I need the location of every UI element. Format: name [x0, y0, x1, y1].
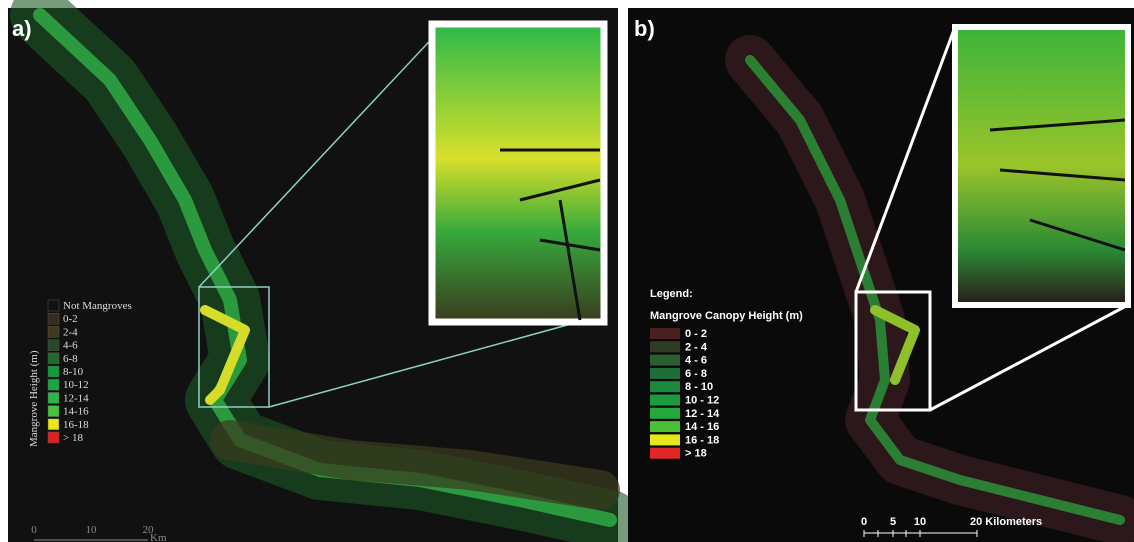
legend-label: 4-6 — [63, 340, 78, 352]
legend-swatch — [650, 355, 680, 366]
legend-label: 8-10 — [63, 366, 84, 378]
legend-swatch — [650, 395, 680, 406]
inset-map — [955, 27, 1128, 305]
legend-label: 12-14 — [63, 392, 89, 404]
panel-label: b) — [634, 16, 655, 41]
legend-swatch — [48, 313, 59, 324]
legend-swatch — [48, 366, 59, 377]
legend-swatch — [48, 353, 59, 364]
scale-label: 20 Kilometers — [970, 516, 1042, 528]
legend-swatch — [48, 326, 59, 337]
legend-label: 6 - 8 — [685, 368, 707, 380]
legend-swatch — [48, 392, 59, 403]
legend-heading: Legend: — [650, 288, 693, 300]
scale-label: 10 — [86, 524, 98, 536]
legend-label: 10-12 — [63, 379, 89, 391]
legend-swatch — [48, 406, 59, 417]
legend-title: Mangrove Height (m) — [28, 350, 40, 447]
legend-label: 14-16 — [63, 406, 89, 418]
panel-label: a) — [12, 16, 32, 41]
legend-label: 0 - 2 — [685, 328, 707, 340]
legend-label: > 18 — [63, 432, 83, 444]
legend-label: 6-8 — [63, 353, 78, 365]
legend-swatch — [48, 419, 59, 430]
legend-swatch — [48, 432, 59, 443]
legend-swatch — [48, 379, 59, 390]
legend-swatch — [650, 448, 680, 459]
legend-swatch — [650, 421, 680, 432]
legend-label: 2-4 — [63, 326, 78, 338]
legend-label: 10 - 12 — [685, 395, 719, 407]
legend-swatch — [650, 368, 680, 379]
legend-label: Not Mangroves — [63, 300, 132, 312]
inset-map — [432, 24, 604, 322]
legend-label: 12 - 14 — [685, 408, 720, 420]
legend-label: > 18 — [685, 448, 707, 460]
legend-swatch — [48, 300, 59, 311]
legend-label: 8 - 10 — [685, 381, 713, 393]
legend-swatch — [650, 381, 680, 392]
scale-unit: Km — [150, 532, 167, 542]
legend-swatch — [650, 434, 680, 445]
legend-label: 0-2 — [63, 313, 78, 325]
scale-label: 10 — [914, 516, 926, 528]
legend-swatch — [650, 341, 680, 352]
figure: a)b)Mangrove Height (m)Not Mangroves0-22… — [0, 0, 1134, 542]
scale-label: 0 — [31, 524, 37, 536]
scale-label: 5 — [890, 516, 896, 528]
legend-label: 14 - 16 — [685, 421, 719, 433]
legend-label: 4 - 6 — [685, 355, 707, 367]
legend-label: 2 - 4 — [685, 341, 708, 353]
legend-swatch — [650, 408, 680, 419]
legend-label: 16-18 — [63, 419, 89, 431]
scale-label: 0 — [861, 516, 867, 528]
legend-title: Mangrove Canopy Height (m) — [650, 310, 803, 322]
legend-swatch — [48, 340, 59, 351]
legend-swatch — [650, 328, 680, 339]
legend-label: 16 - 18 — [685, 434, 719, 446]
